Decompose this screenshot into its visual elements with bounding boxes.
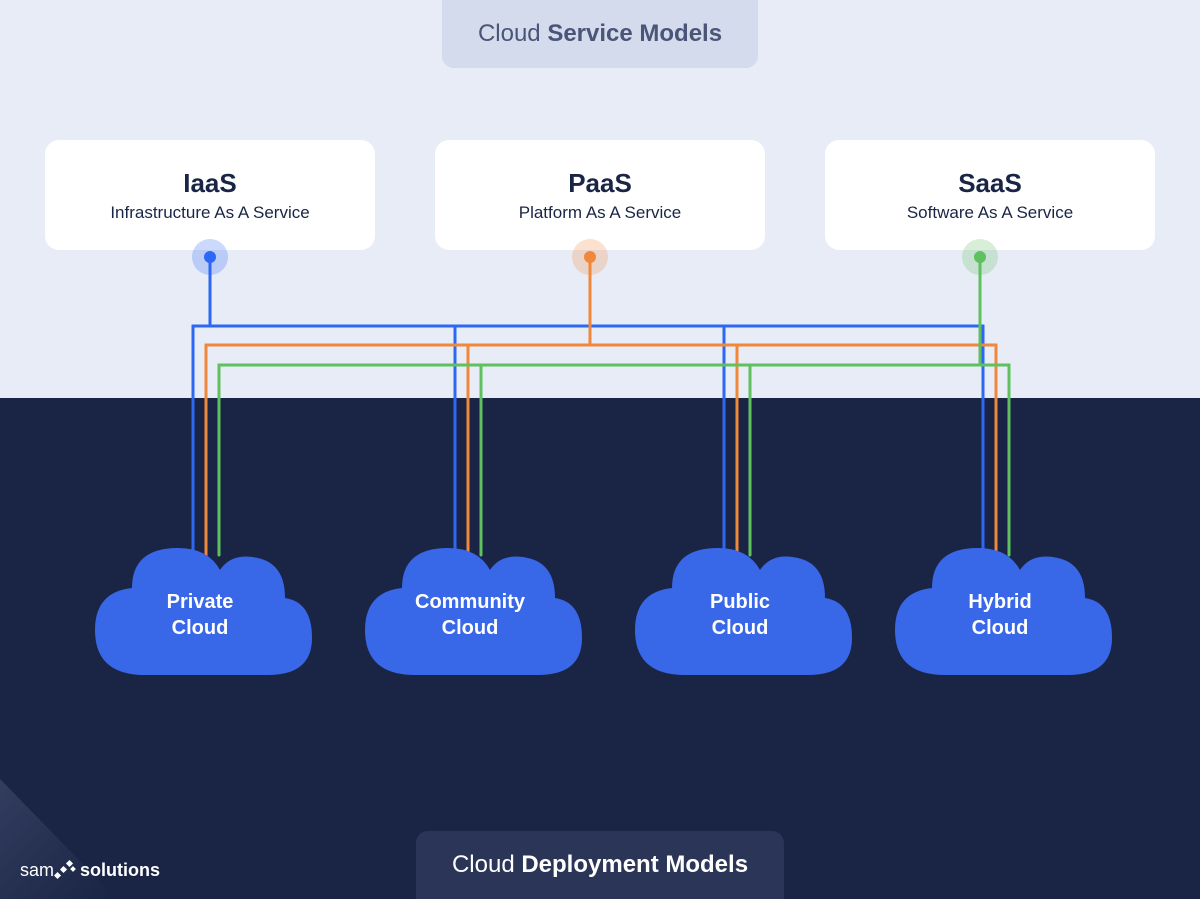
header-prefix: Cloud — [478, 20, 547, 47]
footer-prefix: Cloud — [452, 851, 521, 878]
header-bold: Service Models — [547, 20, 722, 47]
node-dot-iaas — [192, 239, 228, 275]
footer-pill: Cloud Deployment Models — [416, 831, 784, 899]
service-subtitle: Software As A Service — [907, 203, 1073, 223]
service-card-paas: PaaS Platform As A Service — [435, 140, 765, 250]
cloud-label: CommunityCloud — [415, 589, 525, 641]
cloud-hybrid: HybridCloud — [880, 520, 1120, 680]
footer-bold: Deployment Models — [521, 851, 748, 878]
cloud-label: HybridCloud — [968, 589, 1031, 641]
service-card-saas: SaaS Software As A Service — [825, 140, 1155, 250]
logo-dots-icon — [55, 859, 77, 881]
cloud-private: PrivateCloud — [80, 520, 320, 680]
header-pill: Cloud Service Models — [442, 0, 758, 68]
cloud-public: PublicCloud — [620, 520, 860, 680]
logo: sam solutions — [20, 859, 160, 881]
service-subtitle: Platform As A Service — [519, 203, 682, 223]
service-title: IaaS — [183, 168, 237, 199]
logo-prefix: sam — [20, 860, 54, 881]
cloud-community: CommunityCloud — [350, 520, 590, 680]
node-dot-saas — [962, 239, 998, 275]
service-title: SaaS — [958, 168, 1022, 199]
node-dot-paas — [572, 239, 608, 275]
cloud-label: PublicCloud — [710, 589, 770, 641]
service-card-iaas: IaaS Infrastructure As A Service — [45, 140, 375, 250]
service-subtitle: Infrastructure As A Service — [110, 203, 309, 223]
logo-bold: solutions — [80, 860, 160, 881]
service-title: PaaS — [568, 168, 632, 199]
cloud-label: PrivateCloud — [167, 589, 234, 641]
